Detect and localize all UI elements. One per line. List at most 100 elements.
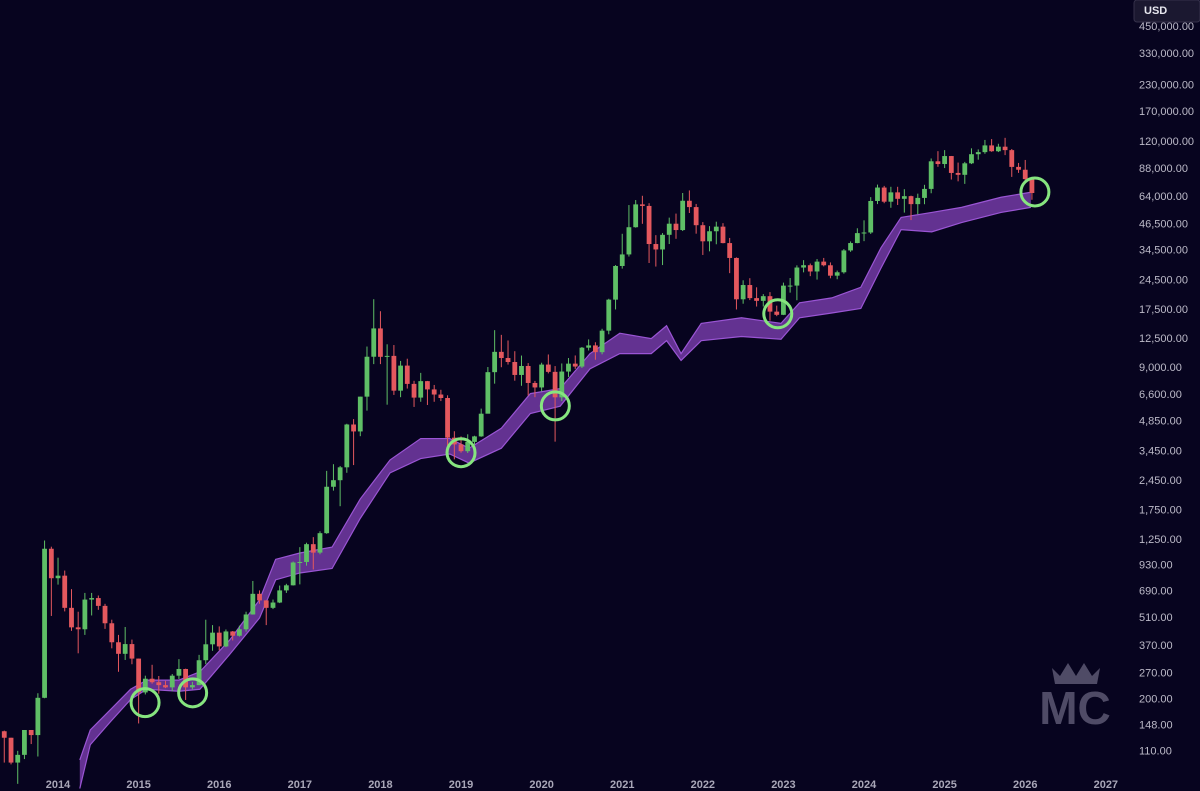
- candle-body: [378, 328, 383, 357]
- candle-body: [619, 254, 625, 266]
- candle-body: [283, 585, 289, 591]
- candle-body: [438, 394, 444, 399]
- y-tick-label: 148.00: [1139, 720, 1173, 732]
- x-tick-label: 2017: [288, 779, 312, 791]
- candle-body: [89, 598, 95, 600]
- candle-body: [210, 632, 215, 645]
- y-tick-label: 510.00: [1139, 612, 1173, 624]
- candle-body: [75, 627, 81, 630]
- y-tick-label: 24,500.00: [1139, 275, 1188, 287]
- candle-body: [250, 593, 256, 615]
- highlight-circle: [129, 687, 161, 719]
- candle-body: [915, 197, 921, 205]
- y-tick-label: 170,000.00: [1139, 106, 1194, 118]
- y-tick-label: 4,850.00: [1139, 416, 1182, 428]
- candle-body: [841, 250, 847, 273]
- candle-body: [895, 192, 901, 199]
- candle-body: [22, 729, 27, 755]
- y-tick-label: 110.00: [1139, 746, 1172, 758]
- candle-body: [62, 575, 68, 608]
- candle-body: [660, 234, 665, 250]
- candle-body: [337, 467, 343, 481]
- candle-body: [519, 365, 524, 375]
- candle-body: [969, 154, 974, 164]
- candle-body: [888, 192, 894, 202]
- y-tick-label: 120,000.00: [1139, 136, 1194, 148]
- x-tick-label: 2015: [126, 779, 150, 791]
- candle-body: [539, 364, 545, 388]
- watermark: MC: [1039, 663, 1111, 734]
- y-tick-label: 46,500.00: [1139, 219, 1188, 231]
- candle-body: [230, 631, 236, 636]
- y-tick-label: 3,450.00: [1139, 445, 1182, 457]
- candle-body: [357, 396, 363, 432]
- candle-body: [425, 381, 430, 390]
- candle-body: [639, 204, 645, 206]
- candle-body: [35, 697, 41, 736]
- candle-body: [216, 632, 222, 647]
- candle-body: [445, 398, 450, 438]
- candle-body: [465, 441, 471, 452]
- candle-body: [942, 156, 948, 165]
- candle-body: [203, 644, 209, 661]
- y-tick-label: 370.00: [1139, 640, 1173, 652]
- candle-body: [310, 544, 316, 553]
- candle-body: [169, 675, 175, 688]
- candle-body: [189, 685, 195, 688]
- candle-body: [774, 311, 780, 315]
- x-tick-label: 2024: [852, 779, 877, 791]
- x-tick-label: 2026: [1013, 779, 1037, 791]
- candle-body: [492, 351, 498, 373]
- candle-body: [257, 593, 262, 601]
- candle-body: [196, 660, 202, 686]
- y-tick-label: 450,000.00: [1139, 21, 1194, 33]
- candle-body: [263, 600, 269, 608]
- candle-body: [935, 161, 941, 165]
- candle-body: [787, 285, 793, 287]
- candle-body: [156, 682, 162, 686]
- candle-body: [633, 204, 639, 228]
- candle-body: [142, 678, 148, 693]
- candle-body: [834, 272, 840, 276]
- y-tick-label: 200.00: [1139, 693, 1173, 705]
- currency-button[interactable]: [1133, 0, 1200, 23]
- candle-body: [626, 227, 632, 255]
- candle-body: [975, 152, 981, 155]
- candle-body: [713, 226, 719, 232]
- candle-body: [740, 285, 746, 300]
- candle-body: [532, 382, 538, 388]
- candle-body: [42, 548, 47, 698]
- candle-body: [384, 355, 390, 357]
- candle-body: [478, 413, 484, 437]
- candle-body: [673, 223, 679, 231]
- x-tick-label: 2014: [46, 779, 71, 791]
- candle-body: [854, 233, 860, 244]
- candle-body: [485, 372, 491, 414]
- candle-body: [48, 548, 54, 579]
- currency-label[interactable]: USD: [1144, 5, 1167, 17]
- candle-body: [727, 243, 733, 258]
- watermark-text: MC: [1039, 682, 1111, 734]
- x-tick-label: 2022: [691, 779, 715, 791]
- candle-body: [821, 261, 827, 266]
- candle-body: [995, 146, 1001, 152]
- candle-body: [129, 644, 135, 659]
- candle-body: [572, 363, 578, 367]
- candle-body: [566, 363, 571, 372]
- watermark-crown: [1052, 663, 1100, 684]
- y-tick-label: 230,000.00: [1139, 79, 1194, 91]
- candle-body: [646, 205, 652, 245]
- candle-body: [109, 623, 115, 643]
- candle-body: [122, 644, 128, 654]
- candle-body: [1, 731, 7, 738]
- candle-body: [458, 444, 464, 452]
- highlight-circle: [1019, 176, 1051, 208]
- candle-body: [351, 424, 356, 432]
- candle-body: [559, 371, 565, 398]
- candle-body: [955, 172, 961, 175]
- x-tick-label: 2027: [1094, 779, 1118, 791]
- candle-body: [149, 678, 155, 683]
- candle-body: [613, 265, 618, 300]
- candle-body: [1022, 169, 1028, 180]
- candle-body: [754, 298, 759, 301]
